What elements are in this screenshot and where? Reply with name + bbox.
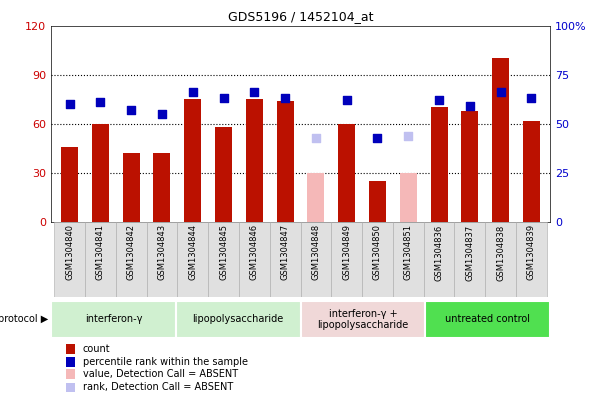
Bar xyxy=(276,101,293,222)
Point xyxy=(188,89,198,95)
Bar xyxy=(66,382,75,393)
Bar xyxy=(308,173,325,222)
Bar xyxy=(92,124,109,222)
Bar xyxy=(300,222,331,297)
Bar xyxy=(66,357,75,367)
Bar xyxy=(393,222,424,297)
Point xyxy=(280,95,290,101)
Text: GSM1304838: GSM1304838 xyxy=(496,224,505,281)
Bar xyxy=(270,222,300,297)
Text: GSM1304845: GSM1304845 xyxy=(219,224,228,280)
Bar xyxy=(208,222,239,297)
Point xyxy=(435,97,444,103)
Bar xyxy=(516,222,547,297)
Text: GSM1304850: GSM1304850 xyxy=(373,224,382,280)
Text: GSM1304847: GSM1304847 xyxy=(281,224,290,281)
Bar xyxy=(246,99,263,222)
Point xyxy=(342,97,352,103)
Point xyxy=(496,89,505,95)
Bar xyxy=(362,222,393,297)
Text: GSM1304842: GSM1304842 xyxy=(127,224,136,280)
Text: GSM1304839: GSM1304839 xyxy=(527,224,536,281)
Point xyxy=(249,89,259,95)
Bar xyxy=(424,222,454,297)
Point xyxy=(526,95,536,101)
Point xyxy=(219,95,228,101)
Point xyxy=(126,107,136,113)
Bar xyxy=(66,344,75,354)
Bar xyxy=(523,121,540,222)
Text: protocol ▶: protocol ▶ xyxy=(0,314,48,324)
Bar xyxy=(54,222,85,297)
Text: untreated control: untreated control xyxy=(445,314,530,324)
Point xyxy=(96,99,105,105)
Bar xyxy=(485,222,516,297)
Bar xyxy=(239,222,270,297)
Point xyxy=(157,111,166,117)
Point xyxy=(65,101,75,107)
Point xyxy=(373,134,382,141)
Bar xyxy=(454,222,485,297)
Bar xyxy=(123,153,139,222)
Bar xyxy=(116,222,147,297)
Text: interferon-γ: interferon-γ xyxy=(85,314,142,324)
Bar xyxy=(331,222,362,297)
Bar xyxy=(61,147,78,222)
Text: rank, Detection Call = ABSENT: rank, Detection Call = ABSENT xyxy=(82,382,233,393)
Bar xyxy=(300,301,426,338)
Bar xyxy=(85,222,116,297)
Text: GSM1304848: GSM1304848 xyxy=(311,224,320,281)
Point xyxy=(311,134,321,141)
Bar xyxy=(400,173,416,222)
Text: count: count xyxy=(82,344,110,354)
Bar xyxy=(338,124,355,222)
Text: GSM1304836: GSM1304836 xyxy=(435,224,444,281)
Text: GDS5196 / 1452104_at: GDS5196 / 1452104_at xyxy=(228,10,373,23)
Text: GSM1304840: GSM1304840 xyxy=(65,224,74,280)
Text: percentile rank within the sample: percentile rank within the sample xyxy=(82,356,248,367)
Text: GSM1304841: GSM1304841 xyxy=(96,224,105,280)
Text: lipopolysaccharide: lipopolysaccharide xyxy=(192,314,284,324)
Bar xyxy=(185,99,201,222)
Text: GSM1304851: GSM1304851 xyxy=(404,224,413,280)
Point xyxy=(465,103,475,109)
Text: GSM1304837: GSM1304837 xyxy=(465,224,474,281)
Text: GSM1304849: GSM1304849 xyxy=(342,224,351,280)
Bar xyxy=(51,301,176,338)
Text: interferon-γ +
lipopolysaccharide: interferon-γ + lipopolysaccharide xyxy=(317,309,409,330)
Bar xyxy=(153,153,171,222)
Text: GSM1304846: GSM1304846 xyxy=(250,224,259,281)
Bar xyxy=(430,107,448,222)
Bar xyxy=(426,301,550,338)
Bar xyxy=(147,222,177,297)
Text: GSM1304843: GSM1304843 xyxy=(157,224,166,281)
Point xyxy=(403,132,413,139)
Bar xyxy=(66,369,75,379)
Bar xyxy=(462,111,478,222)
Bar xyxy=(177,222,208,297)
Bar xyxy=(369,181,386,222)
Bar xyxy=(176,301,300,338)
Bar xyxy=(215,127,232,222)
Bar xyxy=(492,58,509,222)
Text: GSM1304844: GSM1304844 xyxy=(188,224,197,280)
Text: value, Detection Call = ABSENT: value, Detection Call = ABSENT xyxy=(82,369,237,379)
